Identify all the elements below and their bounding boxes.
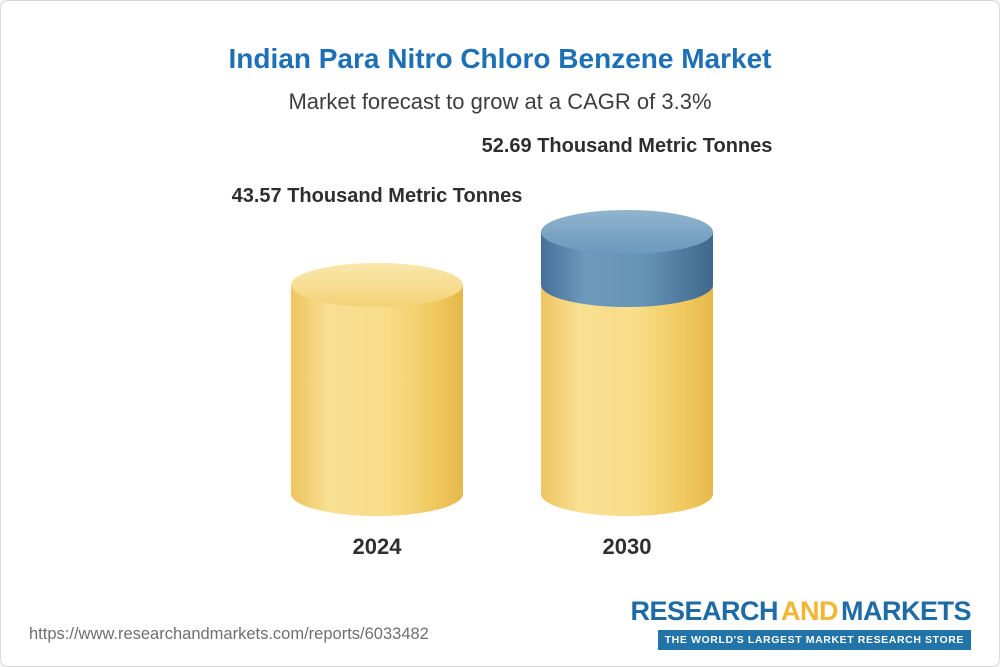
x-axis-label-2024: 2024 xyxy=(352,534,402,559)
value-label-2030: 52.69 Thousand Metric Tonnes xyxy=(481,135,773,157)
x-axis-label-2030: 2030 xyxy=(602,534,652,559)
logo-wordmark: RESEARCH AND MARKETS xyxy=(630,596,972,627)
logo-tagline: THE WORLD'S LARGEST MARKET RESEARCH STOR… xyxy=(657,629,971,650)
bar-2024-body xyxy=(291,285,463,516)
page-subtitle: Market forecast to grow at a CAGR of 3.3… xyxy=(288,89,712,114)
bar-2030-top-ellipse xyxy=(541,210,713,254)
bar-2030 xyxy=(541,210,713,516)
bar-2024-top-ellipse xyxy=(291,263,463,307)
report-url: https://www.researchandmarkets.com/repor… xyxy=(29,625,429,643)
page-title: Indian Para Nitro Chloro Benzene Market xyxy=(228,43,772,74)
logo-word-and: AND xyxy=(781,596,839,626)
logo-word-markets: MARKETS xyxy=(841,596,972,626)
logo-word-research: RESEARCH xyxy=(630,596,778,626)
value-label-2024: 43.57 Thousand Metric Tonnes xyxy=(231,185,523,207)
researchandmarkets-logo: RESEARCH AND MARKETS THE WORLD'S LARGEST M… xyxy=(630,596,972,650)
bar-2024 xyxy=(291,263,463,516)
bar-2030-base-body xyxy=(541,285,713,516)
